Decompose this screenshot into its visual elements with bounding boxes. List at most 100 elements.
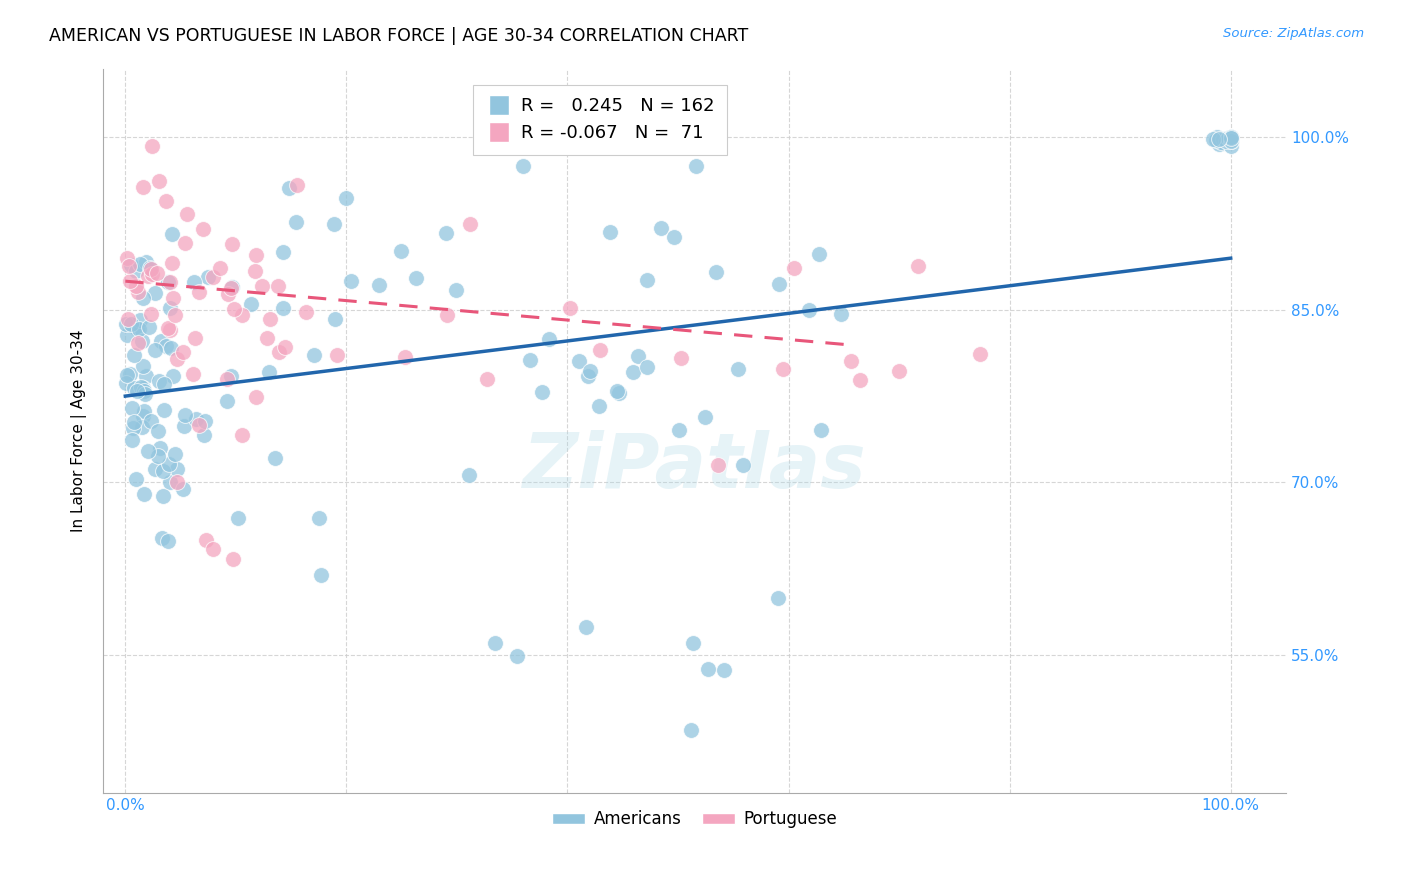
Point [124,319,146,334]
Point [294,304,316,318]
Point [841,354,863,368]
Point [174,235,197,250]
Point [165,446,187,460]
Point [165,308,187,322]
Point [277,181,299,195]
Point [131,420,153,434]
Point [713,663,735,677]
Point [148,174,170,188]
Point [160,256,183,270]
Point [575,620,598,634]
Point [132,359,155,373]
Point [162,291,184,305]
Point [506,648,529,663]
Point [134,387,156,401]
Point [132,291,155,305]
Point [693,409,716,424]
Point [120,258,142,272]
Point [477,372,499,386]
Point [184,331,207,345]
Point [129,380,152,394]
Point [155,194,177,208]
Point [285,178,308,192]
Point [457,467,479,482]
Point [394,350,416,364]
Point [159,323,181,337]
Point [889,363,911,377]
Point [434,226,457,240]
Point [1219,131,1241,145]
Point [458,218,481,232]
Point [131,334,153,349]
Point [157,458,180,472]
Point [669,351,692,365]
Point [243,264,266,278]
Point [1219,130,1241,145]
Point [568,354,591,368]
Point [907,259,929,273]
Point [222,551,245,566]
Point [162,368,184,383]
Point [1219,130,1241,145]
Text: AMERICAN VS PORTUGUESE IN LABOR FORCE | AGE 30-34 CORRELATION CHART: AMERICAN VS PORTUGUESE IN LABOR FORCE | … [49,27,748,45]
Point [159,276,181,290]
Point [121,401,143,415]
Point [285,215,308,229]
Point [143,343,166,358]
Point [148,374,170,388]
Point [1212,136,1234,150]
Point [271,244,294,259]
Point [339,274,361,288]
Point [257,365,280,379]
Point [136,444,159,458]
Point [132,404,155,418]
Point [808,247,831,261]
Point [146,449,169,463]
Point [176,206,198,220]
Point [537,332,560,346]
Point [120,317,142,331]
Point [1218,131,1240,145]
Point [245,248,267,262]
Point [1211,136,1233,150]
Point [267,345,290,359]
Point [129,313,152,327]
Point [1219,130,1241,145]
Point [128,321,150,335]
Point [681,723,703,737]
Point [267,279,290,293]
Point [125,279,148,293]
Point [172,344,194,359]
Point [127,285,149,299]
Point [186,412,208,426]
Point [367,277,389,292]
Point [849,372,872,386]
Point [1216,132,1239,146]
Point [1208,132,1230,146]
Point [607,386,630,401]
Point [125,264,148,278]
Point [783,260,806,275]
Point [308,510,330,524]
Point [599,225,621,239]
Point [1219,133,1241,147]
Point [326,347,349,361]
Point [668,423,690,437]
Y-axis label: In Labor Force | Age 30-34: In Labor Force | Age 30-34 [72,329,87,532]
Point [512,159,534,173]
Point [191,221,214,235]
Point [117,251,139,265]
Point [215,393,238,408]
Point [1219,131,1241,145]
Point [1205,133,1227,147]
Point [221,236,243,251]
Point [156,275,179,289]
Point [627,349,650,363]
Point [389,244,412,259]
Point [139,261,162,276]
Point [226,511,249,525]
Point [127,384,149,398]
Point [772,362,794,376]
Point [159,301,181,315]
Point [150,531,173,545]
